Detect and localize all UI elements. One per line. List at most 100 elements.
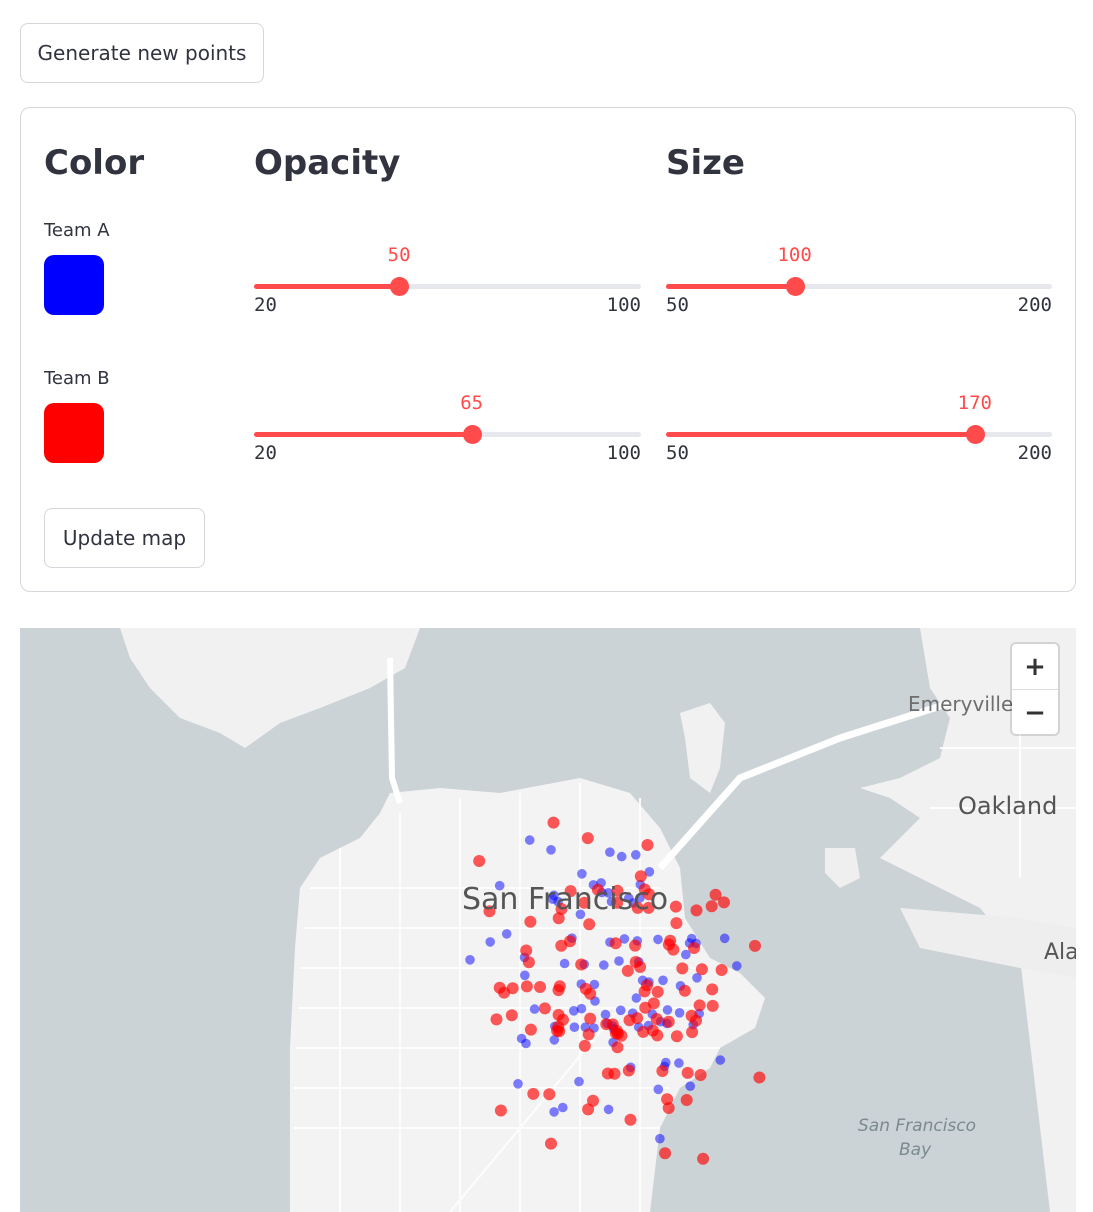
zoom-in-button[interactable]: + [1012,644,1058,690]
map-label-san-francisco: San Francisco [462,882,669,917]
team-a-point [520,970,530,981]
team-b-point [578,1039,591,1052]
team-b-opacity-slider[interactable]: 65 20 100 [254,392,641,464]
team-b-point [688,942,700,954]
color-header: Color [44,143,145,183]
team-a-point [465,955,475,965]
team-a-point [521,1038,531,1049]
generate-new-points-button[interactable]: Generate new points [20,23,264,83]
marin-land [120,628,420,748]
team-b-point [690,1014,702,1027]
slider-thumb[interactable] [965,425,985,444]
plus-icon: + [1024,651,1046,682]
alameda-land [900,908,1076,978]
team-b-point [659,1147,672,1160]
team-a-point [577,869,587,879]
team-b-point [520,944,533,957]
slider-thumb[interactable] [785,277,805,296]
team-a-point [655,1133,665,1144]
team-b-point [545,1137,557,1150]
team-b-point [555,903,568,915]
team-b-point [681,1066,694,1079]
team-b-point [538,1002,551,1015]
team-a-point [524,835,535,845]
tiburon-land [680,703,725,793]
slider-track [666,284,1052,289]
team-b-point [591,883,604,896]
team-b-color-picker[interactable] [44,403,104,463]
team-a-point [549,1035,560,1045]
team-a-label: Team A [44,220,110,241]
team-b-point [669,900,682,913]
team-b-point [650,1013,663,1025]
team-b-point [553,980,566,993]
opacity-header: Opacity [254,143,401,183]
slider-thumb[interactable] [462,425,482,444]
team-a-point [485,937,496,947]
slider-fill [254,284,400,289]
team-a-point [653,1084,664,1095]
slider-thumb[interactable] [390,277,410,296]
team-a-opacity-slider[interactable]: 50 20 100 [254,244,641,316]
slider-fill [254,432,472,437]
team-a-point [529,1004,540,1014]
team-a-point [549,1107,559,1117]
team-a-point [576,1003,587,1014]
team-b-point [527,1087,540,1100]
team-a-point [605,847,615,857]
team-b-point [753,1071,766,1084]
slider-track [254,284,641,289]
points-layer [465,816,766,1165]
team-b-point [524,1023,537,1036]
sf-land [20,778,765,1212]
team-b-point [661,1093,674,1106]
team-a-point [575,909,586,920]
team-b-point [483,905,496,918]
team-b-point [680,1094,693,1106]
slider-min: 20 [254,294,277,316]
team-a-point [614,956,624,966]
minus-icon: − [1024,697,1046,728]
team-a-point [494,880,505,891]
slider-min: 50 [666,294,689,316]
team-b-point [697,1152,710,1165]
team-b-point [524,915,537,928]
golden-gate-bridge [387,657,403,804]
team-a-point [559,958,570,969]
team-a-point [546,845,556,855]
team-a-point [715,1055,726,1065]
slider-max: 100 [606,294,641,316]
team-b-point [643,888,656,901]
team-a-point [692,973,702,983]
team-b-point [705,900,718,913]
map-label-bay-1: San Francisco [858,1116,977,1136]
slider-max: 200 [1017,294,1052,316]
slider-value: 65 [460,392,484,414]
team-b-point [749,939,761,952]
team-b-point [608,1067,621,1080]
team-a-point [569,1022,580,1032]
team-b-point [584,1012,597,1025]
team-a-point [600,1009,611,1020]
team-b-point [637,1025,650,1038]
team-a-point [661,1057,671,1068]
team-a-point [513,1079,523,1089]
map-view[interactable]: San Francisco Emeryville Oakland Ala San… [20,628,1076,1212]
team-b-point [629,939,642,952]
team-a-color-picker[interactable] [44,255,104,315]
team-b-point [520,980,533,993]
team-a-point [619,934,630,944]
team-b-point [706,983,719,996]
size-header: Size [666,143,745,183]
team-b-size-slider[interactable]: 170 50 200 [666,392,1052,464]
team-b-point [564,885,577,898]
zoom-out-button[interactable]: − [1012,690,1058,735]
team-a-point [719,933,730,944]
team-a-point [644,867,655,877]
team-a-size-slider[interactable]: 100 50 200 [666,244,1052,316]
team-a-point [599,960,609,970]
team-a-point [616,851,627,862]
update-map-button[interactable]: Update map [44,508,205,568]
team-b-point [709,888,722,901]
team-b-point [634,870,647,883]
